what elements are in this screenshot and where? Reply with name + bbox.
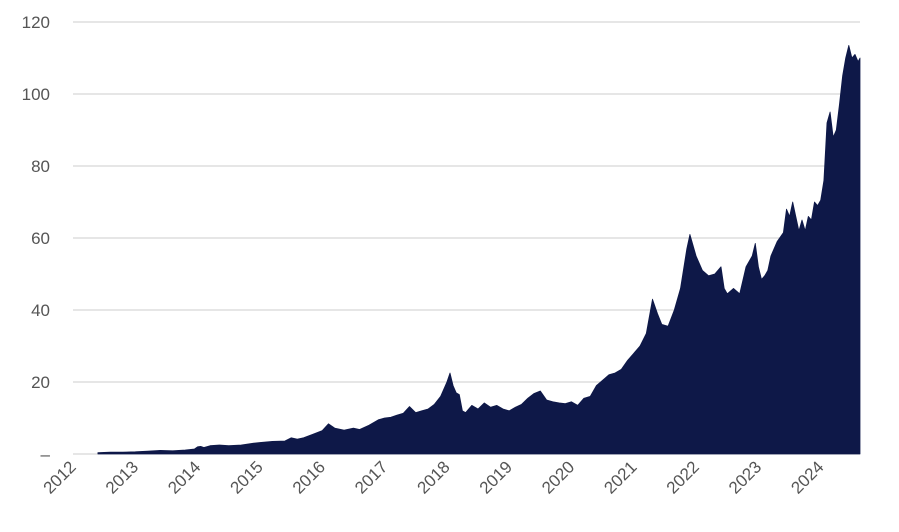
- x-tick-label: 2013: [102, 457, 142, 497]
- x-tick-label: 2022: [663, 457, 703, 497]
- y-tick-label: 120: [22, 13, 50, 32]
- y-tick-label: –: [41, 445, 51, 464]
- x-tick-label: 2024: [787, 457, 827, 497]
- x-tick-label: 2020: [538, 457, 578, 497]
- x-tick-label: 2018: [414, 457, 454, 497]
- y-tick-label: 60: [31, 229, 50, 248]
- x-tick-label: 2014: [164, 457, 204, 497]
- x-axis-ticks: 2012 2013 2014 2015 2016 2017 2018 2019 2020 2021…: [40, 457, 828, 497]
- y-tick-label: 20: [31, 373, 50, 392]
- area-series-path: [97, 45, 861, 455]
- y-tick-label: 40: [31, 301, 50, 320]
- x-tick-label: 2017: [351, 457, 391, 497]
- y-axis-ticks: – 20 40 60 80 100 120: [22, 13, 51, 464]
- area-series: [97, 45, 861, 455]
- y-tick-label: 80: [31, 157, 50, 176]
- x-tick-label: 2015: [227, 457, 267, 497]
- gridlines: [73, 21, 860, 455]
- x-tick-label: 2016: [289, 457, 329, 497]
- x-tick-label: 2023: [725, 457, 765, 497]
- x-tick-label: 2019: [476, 457, 516, 497]
- x-tick-label: 2021: [600, 457, 640, 497]
- y-tick-label: 100: [22, 85, 50, 104]
